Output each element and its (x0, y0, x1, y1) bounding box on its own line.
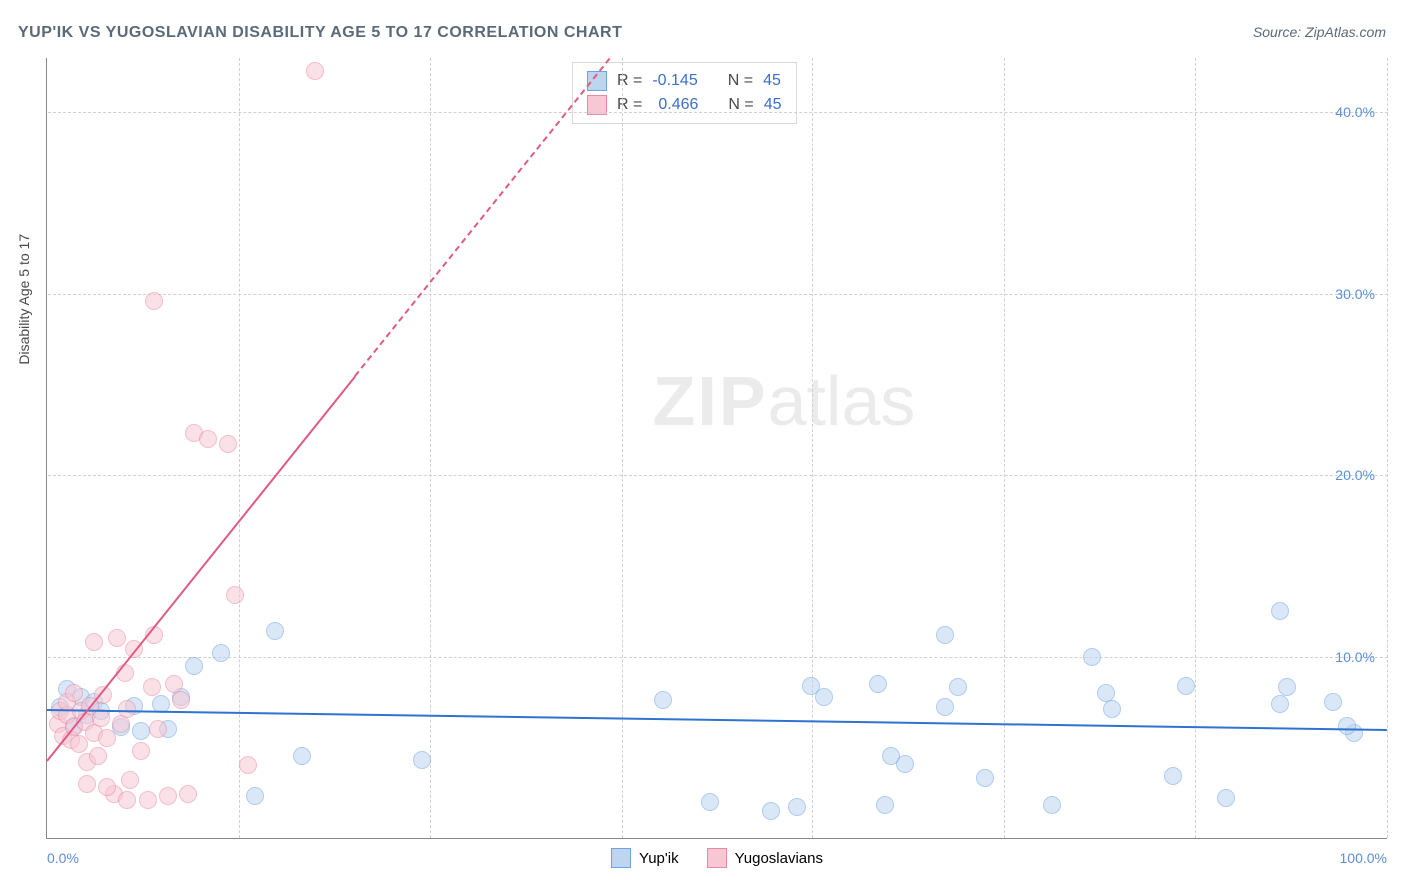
data-point (936, 626, 954, 644)
trendline (47, 709, 1387, 731)
gridline-h (48, 112, 1388, 113)
data-point (788, 798, 806, 816)
gridline-h (48, 294, 1388, 295)
data-point (1097, 684, 1115, 702)
data-point (165, 675, 183, 693)
legend-label: Yugoslavians (735, 850, 823, 867)
correlation-legend: R = -0.145 N = 45 R = 0.466 N = 45 (572, 62, 797, 124)
data-point (143, 678, 161, 696)
data-point (65, 684, 83, 702)
data-point (896, 755, 914, 773)
data-point (172, 691, 190, 709)
data-point (266, 622, 284, 640)
source-label: Source: ZipAtlas.com (1253, 24, 1386, 40)
data-point (976, 769, 994, 787)
swatch-icon (707, 848, 727, 868)
gridline-v (239, 58, 240, 838)
data-point (132, 742, 150, 760)
legend-item: Yup'ik (611, 848, 679, 868)
chart-title: YUP'IK VS YUGOSLAVIAN DISABILITY AGE 5 T… (18, 24, 622, 42)
gridline-v (1387, 58, 1388, 838)
data-point (701, 793, 719, 811)
data-point (1164, 767, 1182, 785)
data-point (1338, 717, 1356, 735)
data-point (306, 62, 324, 80)
data-point (78, 775, 96, 793)
data-point (1271, 695, 1289, 713)
data-point (936, 698, 954, 716)
data-point (1217, 789, 1235, 807)
data-point (92, 709, 110, 727)
data-point (185, 657, 203, 675)
data-point (293, 747, 311, 765)
scatter-plot: ZIPatlas R = -0.145 N = 45 R = 0.466 N =… (46, 58, 1387, 839)
data-point (654, 691, 672, 709)
data-point (869, 675, 887, 693)
gridline-v (1004, 58, 1005, 838)
data-point (98, 778, 116, 796)
gridline-v (622, 58, 623, 838)
data-point (199, 430, 217, 448)
data-point (1083, 648, 1101, 666)
y-tick-label: 20.0% (1335, 467, 1375, 483)
data-point (239, 756, 257, 774)
y-tick-label: 30.0% (1335, 286, 1375, 302)
data-point (118, 791, 136, 809)
legend-row: R = -0.145 N = 45 (587, 69, 782, 93)
data-point (98, 729, 116, 747)
watermark: ZIPatlas (653, 361, 916, 441)
y-tick-label: 10.0% (1335, 649, 1375, 665)
gridline-v (430, 58, 431, 838)
data-point (212, 644, 230, 662)
data-point (1324, 693, 1342, 711)
data-point (1177, 677, 1195, 695)
data-point (1271, 602, 1289, 620)
gridline-h (48, 475, 1388, 476)
data-point (876, 796, 894, 814)
swatch-icon (611, 848, 631, 868)
r-label: R = (617, 69, 642, 93)
data-point (226, 586, 244, 604)
legend-item: Yugoslavians (707, 848, 823, 868)
x-tick-label: 0.0% (47, 850, 79, 866)
data-point (121, 771, 139, 789)
data-point (762, 802, 780, 820)
r-value: -0.145 (652, 69, 697, 93)
n-value: 45 (763, 69, 781, 93)
gridline-h (48, 657, 1388, 658)
data-point (159, 787, 177, 805)
data-point (815, 688, 833, 706)
data-point (132, 722, 150, 740)
data-point (108, 629, 126, 647)
data-point (949, 678, 967, 696)
data-point (149, 720, 167, 738)
data-point (1103, 700, 1121, 718)
n-label: N = (728, 69, 753, 93)
gridline-v (1195, 58, 1196, 838)
legend-label: Yup'ik (639, 850, 679, 867)
y-tick-label: 40.0% (1335, 104, 1375, 120)
data-point (1278, 678, 1296, 696)
series-legend: Yup'ik Yugoslavians (611, 848, 823, 868)
data-point (246, 787, 264, 805)
data-point (219, 435, 237, 453)
data-point (145, 292, 163, 310)
x-tick-label: 100.0% (1340, 850, 1387, 866)
trendline-dash (354, 58, 610, 377)
data-point (413, 751, 431, 769)
y-axis-label: Disability Age 5 to 17 (16, 234, 32, 365)
data-point (85, 633, 103, 651)
data-point (1043, 796, 1061, 814)
data-point (179, 785, 197, 803)
data-point (89, 747, 107, 765)
data-point (139, 791, 157, 809)
